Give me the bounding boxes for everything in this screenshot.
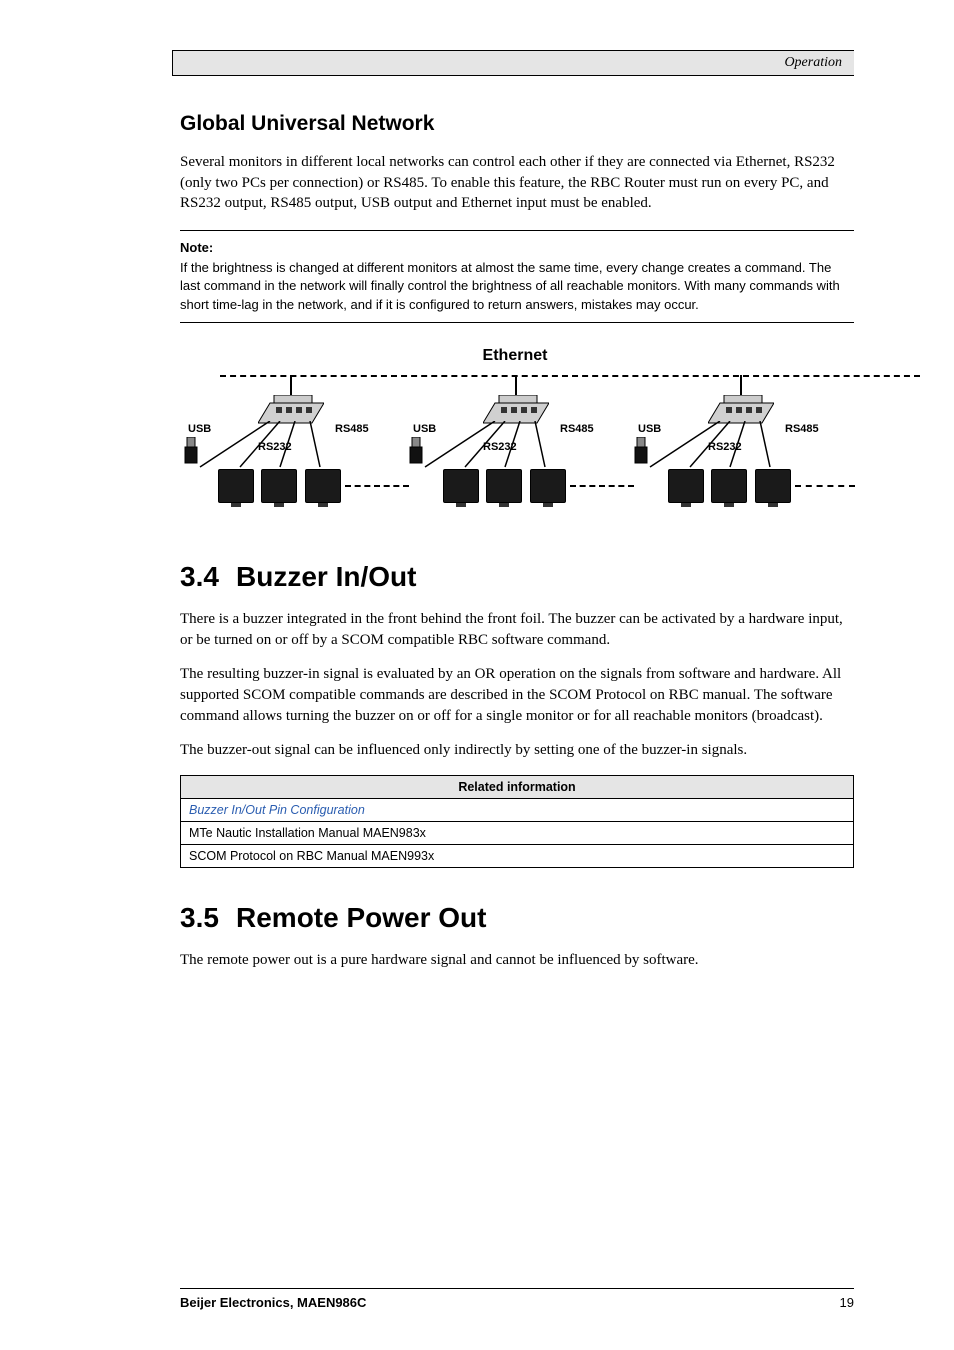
note-text: If the brightness is changed at differen… (180, 259, 854, 314)
monitor-icon (486, 469, 522, 503)
header-section: Operation (784, 55, 842, 70)
footer-page-number: 19 (840, 1295, 854, 1310)
page-header: Operation (173, 50, 854, 76)
section-3-4-num: 3.4 (180, 561, 236, 593)
section-3-4-heading: 3.4Buzzer In/Out (180, 561, 854, 593)
usb-icon (407, 437, 425, 467)
section-3-5-num: 3.5 (180, 902, 236, 934)
s34-p3: The buzzer-out signal can be influenced … (180, 740, 854, 761)
related-row-install: MTe Nautic Installation Manual MAEN983x (181, 821, 854, 844)
network-diagram: Ethernet (180, 347, 850, 527)
rs485-label: RS485 (560, 423, 594, 435)
s35-p1: The remote power out is a pure hardware … (180, 950, 854, 971)
usb-icon (182, 437, 200, 467)
monitor-icon (305, 469, 341, 503)
usb-label: USB (413, 423, 436, 435)
page-footer: Beijer Electronics, MAEN986C 19 (180, 1288, 854, 1310)
monitor-icon (530, 469, 566, 503)
rs232-label: RS232 (708, 441, 742, 453)
usb-icon (632, 437, 650, 467)
gun-heading: Global Universal Network (180, 112, 854, 136)
section-3-4-title: Buzzer In/Out (236, 561, 416, 592)
related-row-scom: SCOM Protocol on RBC Manual MAEN993x (181, 844, 854, 867)
section-3-5-title: Remote Power Out (236, 902, 486, 933)
footer-company: Beijer Electronics, MAEN986C (180, 1295, 366, 1310)
section-3-5-heading: 3.5Remote Power Out (180, 902, 854, 934)
related-info-table: Related information Buzzer In/Out Pin Co… (180, 775, 854, 868)
note-label: Note: (180, 239, 854, 257)
related-link-buzzer[interactable]: Buzzer In/Out Pin Configuration (181, 798, 854, 821)
monitor-icon (261, 469, 297, 503)
monitor-icon (218, 469, 254, 503)
monitor-icon (443, 469, 479, 503)
rs485-label: RS485 (335, 423, 369, 435)
usb-label: USB (638, 423, 661, 435)
gun-paragraph: Several monitors in different local netw… (180, 152, 854, 214)
diagram-title: Ethernet (180, 347, 850, 365)
monitor-icon (711, 469, 747, 503)
s34-p2: The resulting buzzer-in signal is evalua… (180, 664, 854, 726)
rs232-label: RS232 (483, 441, 517, 453)
usb-label: USB (188, 423, 211, 435)
note-block: Note: If the brightness is changed at di… (180, 230, 854, 323)
monitor-icon (755, 469, 791, 503)
rs232-label: RS232 (258, 441, 292, 453)
related-header: Related information (181, 775, 854, 798)
monitor-icon (668, 469, 704, 503)
rs485-label: RS485 (785, 423, 819, 435)
s34-p1: There is a buzzer integrated in the fron… (180, 609, 854, 650)
